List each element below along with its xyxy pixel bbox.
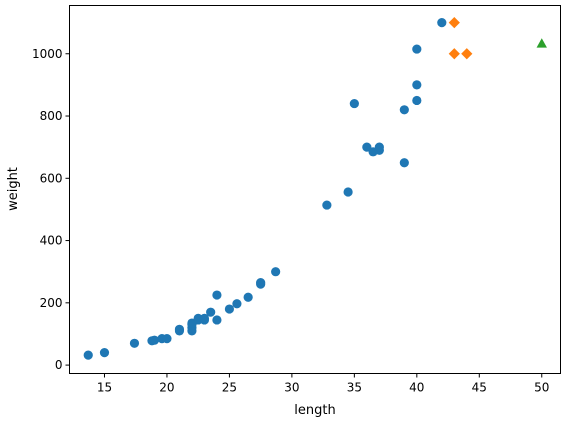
x-tick-label: 45 (472, 381, 487, 395)
x-tick-label: 40 (409, 381, 424, 395)
data-point (224, 304, 235, 314)
data-point (412, 95, 422, 106)
x-tick-label: 25 (222, 381, 237, 395)
data-point (99, 348, 110, 358)
data-point-diamond (448, 17, 460, 29)
y-tick-label: 1000 (32, 47, 63, 61)
data-point (374, 142, 384, 152)
data-point (322, 200, 332, 210)
x-tick-label: 30 (284, 381, 299, 395)
data-points (83, 17, 547, 360)
y-axis-label: weight (6, 167, 21, 211)
data-point (83, 350, 93, 360)
data-point-triangle (536, 38, 547, 48)
data-point (232, 299, 242, 309)
data-point (399, 105, 409, 115)
y-tick-label: 200 (40, 296, 63, 310)
x-tick-label: 15 (97, 381, 112, 395)
y-tick-label: 600 (40, 171, 63, 185)
y-tick-label: 400 (40, 234, 63, 248)
data-point (129, 338, 140, 348)
data-point (412, 80, 422, 90)
data-point (349, 98, 359, 109)
x-axis-label: length (294, 403, 335, 418)
y-axis-ticks: 0 200 400 600 800 1000 (32, 47, 70, 372)
data-point (399, 158, 409, 168)
data-point (149, 335, 160, 345)
x-axis-ticks: 15 20 25 30 35 40 45 50 (97, 373, 549, 395)
data-point-diamond (448, 48, 460, 60)
data-point (206, 307, 216, 317)
data-point (212, 315, 222, 325)
y-tick-label: 0 (55, 358, 63, 372)
x-tick-label: 35 (347, 381, 362, 395)
data-point (271, 267, 281, 277)
data-point (199, 313, 210, 323)
x-tick-label: 20 (159, 381, 174, 395)
data-point (212, 290, 222, 300)
data-point-diamond (461, 48, 473, 60)
data-point (243, 292, 253, 302)
data-point (412, 44, 422, 54)
data-point (437, 18, 447, 28)
data-point (174, 324, 185, 334)
y-tick-label: 800 (40, 109, 63, 123)
data-point (256, 277, 266, 288)
plot-frame (69, 5, 561, 374)
data-point (362, 142, 372, 152)
data-point (343, 187, 353, 197)
x-tick-label: 50 (534, 381, 549, 395)
data-point (162, 334, 172, 344)
